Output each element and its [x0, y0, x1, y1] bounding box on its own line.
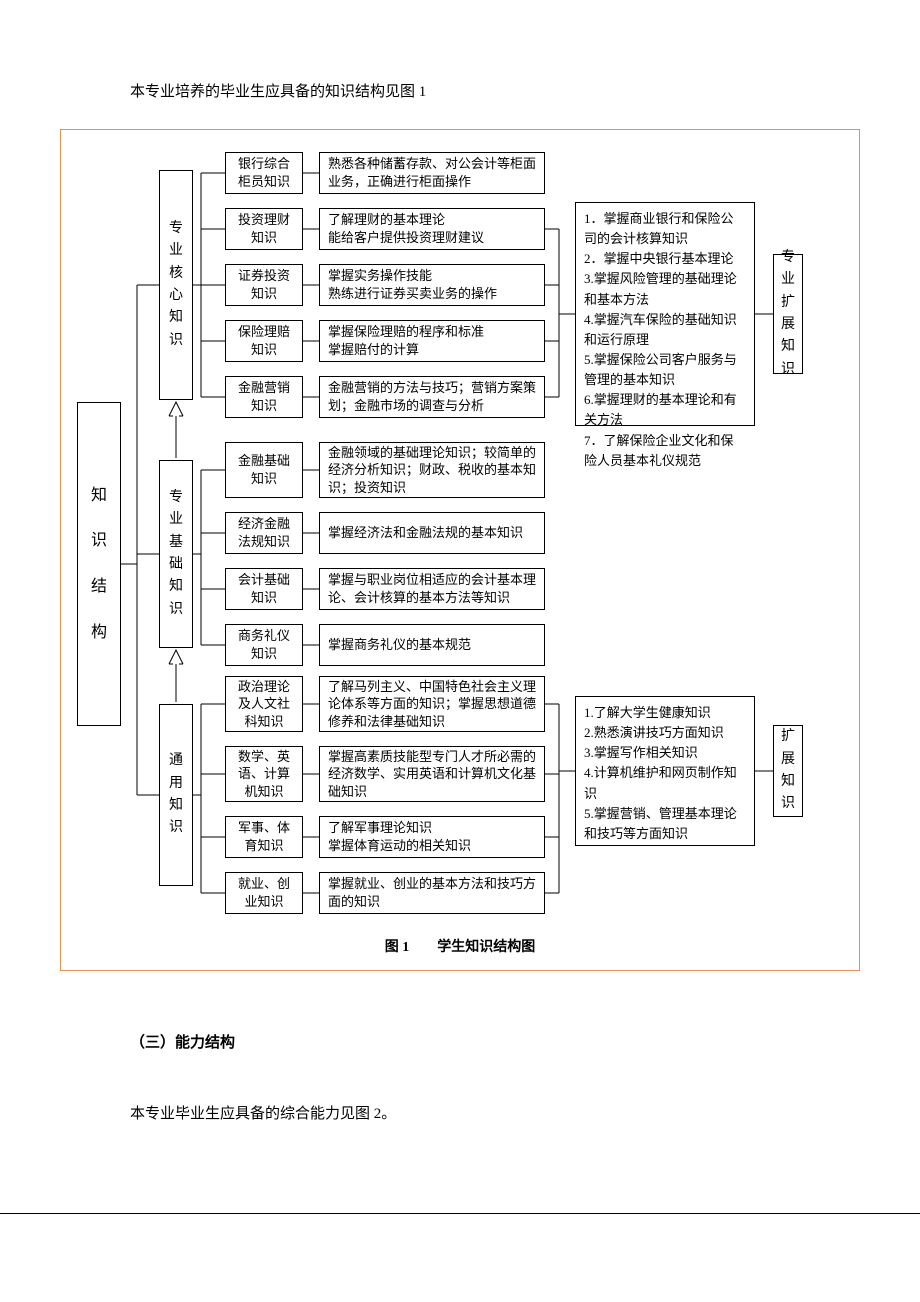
diagram-body: 银行综合柜员知识熟悉各种储蓄存款、对公会计等柜面业务，正确进行柜面操作投资理财知… — [73, 148, 847, 922]
ext-core-content: 1．掌握商业银行和保险公司的会计核算知识 2．掌握中央银行基本理论 3.掌握风险… — [575, 202, 755, 426]
core-desc-2: 掌握实务操作技能 熟练进行证券买卖业务的操作 — [319, 264, 545, 306]
general-desc-3: 掌握就业、创业的基本方法和技巧方面的知识 — [319, 872, 545, 914]
general-desc-2: 了解军事理论知识 掌握体育运动的相关知识 — [319, 816, 545, 858]
category-general: 通用知识 — [159, 704, 193, 886]
basic-title-3: 商务礼仪知识 — [225, 624, 303, 666]
root-box: 知识结构 — [77, 402, 121, 726]
ext-general-label: 扩展知识 — [773, 725, 803, 817]
ext-core-label: 专业扩展知识 — [773, 254, 803, 374]
core-desc-3: 掌握保险理赔的程序和标准 掌握赔付的计算 — [319, 320, 545, 362]
section-title: （三）能力结构 — [60, 1031, 860, 1052]
basic-title-0: 金融基础知识 — [225, 442, 303, 498]
general-title-1: 数学、英语、计算机知识 — [225, 746, 303, 802]
core-desc-4: 金融营销的方法与技巧；营销方案策划；金融市场的调查与分析 — [319, 376, 545, 418]
category-basic: 专业基础知识 — [159, 460, 193, 648]
general-title-3: 就业、创业知识 — [225, 872, 303, 914]
core-title-3: 保险理赔知识 — [225, 320, 303, 362]
basic-desc-0: 金融领域的基础理论知识；较简单的经济分析知识；财政、税收的基本知识；投资知识 — [319, 442, 545, 498]
general-title-2: 军事、体育知识 — [225, 816, 303, 858]
general-title-0: 政治理论及人文社科知识 — [225, 676, 303, 732]
core-title-0: 银行综合柜员知识 — [225, 152, 303, 194]
outro-text: 本专业毕业生应具备的综合能力见图 2。 — [60, 1102, 860, 1123]
core-title-4: 金融营销知识 — [225, 376, 303, 418]
core-desc-1: 了解理财的基本理论 能给客户提供投资理财建议 — [319, 208, 545, 250]
general-desc-1: 掌握高素质技能型专门人才所必需的经济数学、实用英语和计算机文化基础知识 — [319, 746, 545, 802]
core-title-1: 投资理财知识 — [225, 208, 303, 250]
core-title-2: 证券投资知识 — [225, 264, 303, 306]
basic-title-2: 会计基础知识 — [225, 568, 303, 610]
basic-title-1: 经济金融法规知识 — [225, 512, 303, 554]
basic-desc-3: 掌握商务礼仪的基本规范 — [319, 624, 545, 666]
category-core: 专业核心知识 — [159, 170, 193, 400]
basic-desc-1: 掌握经济法和金融法规的基本知识 — [319, 512, 545, 554]
basic-desc-2: 掌握与职业岗位相适应的会计基本理论、会计核算的基本方法等知识 — [319, 568, 545, 610]
footer-rule — [0, 1213, 920, 1214]
general-desc-0: 了解马列主义、中国特色社会主义理论体系等方面的知识；掌握思想道德修养和法律基础知… — [319, 676, 545, 732]
ext-general-content: 1.了解大学生健康知识 2.熟悉演讲技巧方面知识 3.掌握写作相关知识 4.计算… — [575, 696, 755, 846]
intro-text: 本专业培养的毕业生应具备的知识结构见图 1 — [60, 80, 860, 101]
core-desc-0: 熟悉各种储蓄存款、对公会计等柜面业务，正确进行柜面操作 — [319, 152, 545, 194]
figure-caption: 图 1 学生知识结构图 — [73, 936, 847, 956]
diagram-frame: 银行综合柜员知识熟悉各种储蓄存款、对公会计等柜面业务，正确进行柜面操作投资理财知… — [60, 129, 860, 971]
